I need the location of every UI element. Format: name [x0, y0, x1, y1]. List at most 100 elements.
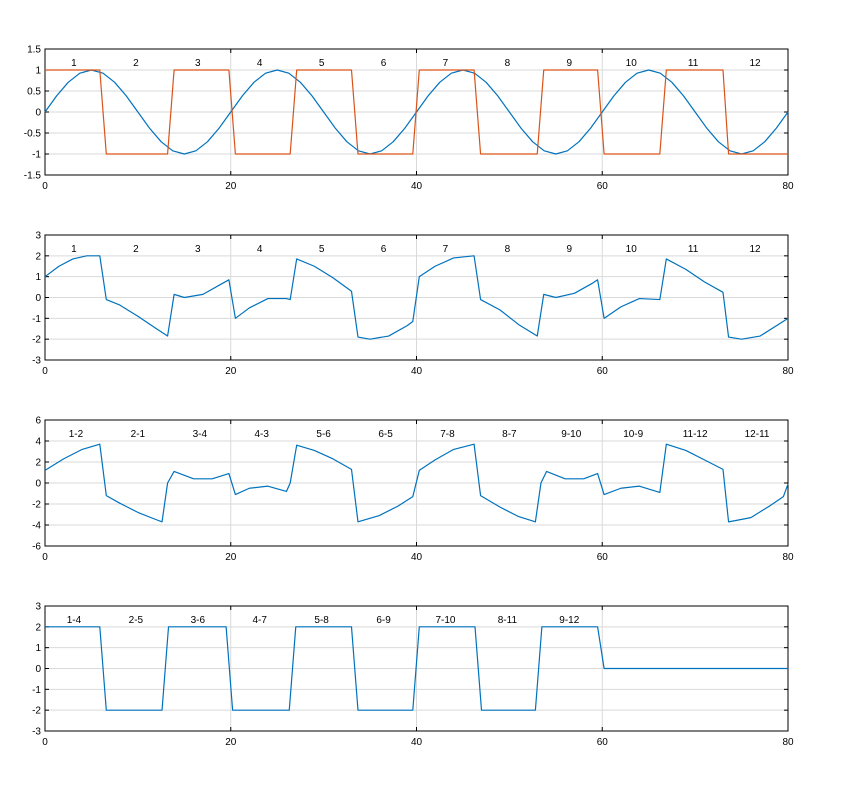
segment-label: 6: [381, 58, 387, 69]
segment-label: 8: [505, 244, 511, 255]
subplot-1: 0 20 40 60 80-1.5-1-0.500.511.51 2 3 4 5 6 7 8 9 10 11…: [24, 45, 794, 193]
x-tick-label: 20: [225, 181, 237, 192]
x-tick-label: 40: [411, 737, 423, 748]
y-tick-label: 2: [35, 251, 41, 262]
y-tick-label: -1: [32, 314, 41, 325]
segment-label: 4: [257, 244, 263, 255]
segment-label: 7-10: [435, 615, 455, 626]
y-tick-label: -4: [32, 521, 41, 532]
y-tick-label: 3: [35, 231, 41, 242]
y-tick-label: 2: [35, 622, 41, 633]
segment-label: 10: [626, 58, 638, 69]
segment-label: 1-4: [67, 615, 82, 626]
y-tick-label: -3: [32, 727, 41, 738]
subplot-3: 0 20 40 60 80 -6 -4 -2 0 2 4 6 1-2 2-1 3-4 4-3 5-6 6-5 7-8…: [32, 416, 794, 564]
y-tick-label: -6: [32, 542, 41, 553]
segment-label: 3: [195, 244, 201, 255]
series-line-1: [44, 443, 789, 523]
y-tick-label: 1: [35, 272, 41, 283]
segment-label: 7-8: [440, 429, 455, 440]
x-tick-label: 20: [225, 552, 237, 563]
segment-label: 11-12: [683, 429, 708, 440]
x-tick-label: 80: [782, 366, 794, 377]
segment-label: 4-7: [252, 615, 267, 626]
y-tick-label: 3: [35, 602, 41, 613]
segment-label: 9-12: [559, 615, 579, 626]
series-line-2: [45, 69, 788, 155]
segment-label: 2-5: [129, 615, 144, 626]
y-tick-label: 2: [35, 458, 41, 469]
x-tick-label: 40: [411, 366, 423, 377]
segment-label: 9: [567, 58, 573, 69]
y-tick-label: 0: [35, 108, 41, 119]
segment-label: 5: [319, 244, 325, 255]
segment-label: 7: [443, 244, 449, 255]
segment-label: 3-4: [193, 429, 208, 440]
y-tick-label: 0.5: [27, 87, 41, 98]
subplot-4: 0 20 40 60 80 -3 -2 -1 0 1 2 3 1-4 2-5 3-6 4-7 5-8 6-9 7-1…: [32, 602, 794, 749]
x-tick-label: 60: [597, 366, 609, 377]
x-tick-label: 80: [782, 181, 794, 192]
segment-label: 6-5: [378, 429, 393, 440]
y-tick-label: 1.5: [27, 45, 41, 56]
segment-label: 1-2: [69, 429, 84, 440]
segment-label: 9-10: [561, 429, 581, 440]
segment-label: 5-6: [316, 429, 331, 440]
y-tick-label: -1: [32, 685, 41, 696]
y-tick-label: 1: [35, 66, 41, 77]
segment-label: 2: [133, 58, 139, 69]
y-tick-label: -2: [32, 500, 41, 511]
y-tick-label: 4: [35, 437, 41, 448]
segment-label: 3: [195, 58, 201, 69]
y-tick-label: -1.5: [24, 171, 42, 182]
segment-label: 10: [626, 244, 638, 255]
segment-label: 1: [71, 58, 77, 69]
x-tick-label: 20: [225, 366, 237, 377]
x-tick-label: 60: [597, 552, 609, 563]
segment-label: 7: [443, 58, 449, 69]
segment-label: 1: [71, 244, 77, 255]
y-tick-label: 1: [35, 643, 41, 654]
x-tick-label: 60: [597, 737, 609, 748]
x-tick-label: 0: [42, 366, 48, 377]
segment-label: 8: [505, 58, 511, 69]
x-tick-label: 0: [42, 552, 48, 563]
y-tick-label: -1: [32, 150, 41, 161]
x-tick-label: 80: [782, 552, 794, 563]
segment-label: 12-11: [745, 429, 770, 440]
y-tick-label: -2: [32, 335, 41, 346]
series-line-1: [45, 626, 788, 711]
segment-label: 8-11: [498, 615, 518, 626]
segment-label: 4-3: [254, 429, 269, 440]
x-tick-label: 60: [597, 181, 609, 192]
segment-label: 12: [749, 244, 761, 255]
y-tick-label: 6: [35, 416, 41, 427]
y-tick-label: -3: [32, 356, 41, 367]
x-tick-label: 40: [411, 181, 423, 192]
x-tick-label: 0: [42, 181, 48, 192]
segment-label: 5-8: [314, 615, 329, 626]
segment-label: 11: [688, 244, 699, 255]
x-tick-label: 80: [782, 737, 794, 748]
segment-label: 2-1: [131, 429, 146, 440]
segment-label: 4: [257, 58, 263, 69]
segment-label: 11: [688, 58, 699, 69]
segment-label: 2: [133, 244, 139, 255]
segment-label: 12: [749, 58, 761, 69]
segment-label: 6-9: [376, 615, 391, 626]
segment-label: 5: [319, 58, 325, 69]
x-tick-label: 0: [42, 737, 48, 748]
x-tick-label: 20: [225, 737, 237, 748]
series-line-1: [44, 255, 789, 340]
y-tick-label: 0: [35, 664, 41, 675]
y-tick-label: 0: [35, 479, 41, 490]
y-tick-label: -0.5: [24, 129, 42, 140]
segment-label: 3-6: [191, 615, 206, 626]
segment-label: 8-7: [502, 429, 517, 440]
y-tick-label: 0: [35, 293, 41, 304]
segment-label: 6: [381, 244, 387, 255]
y-tick-label: -2: [32, 706, 41, 717]
